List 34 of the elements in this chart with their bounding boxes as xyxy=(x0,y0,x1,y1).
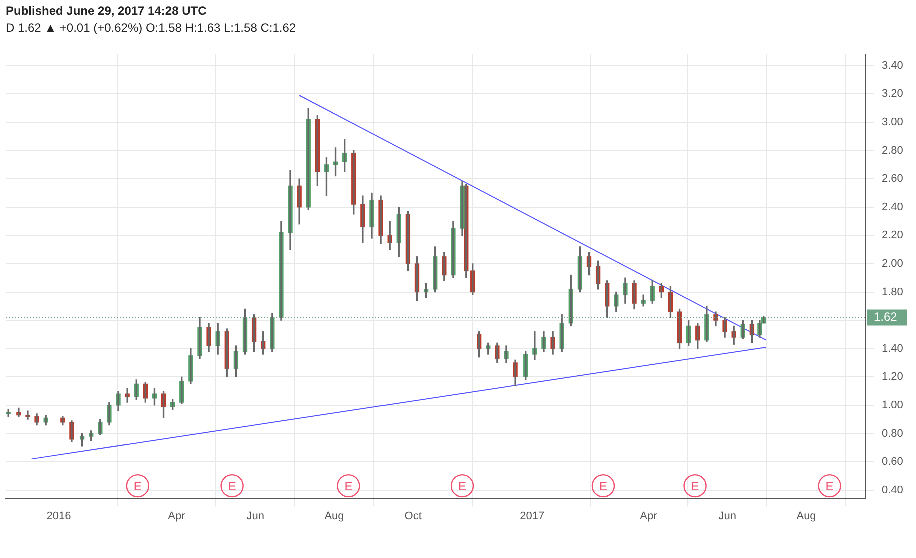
x-tick-label: Apr xyxy=(640,510,658,522)
y-tick-label: 1.00 xyxy=(882,399,904,412)
chart-subtitle: D 1.62 ▲ +0.01 (+0.62%) O:1.58 H:1.63 L:1.58 C:1.62 xyxy=(6,20,298,37)
y-tick-label: 1.20 xyxy=(882,371,904,384)
y-tick-label: 0.80 xyxy=(882,428,904,440)
annotation: E xyxy=(458,479,467,494)
x-tick-label: 2017 xyxy=(520,510,545,522)
x-tick-label: Aug xyxy=(324,510,344,522)
y-tick-label: 0.40 xyxy=(882,484,904,496)
x-tick-label: Jun xyxy=(718,510,736,522)
annotation: E xyxy=(134,479,142,494)
y-tick-label: 2.60 xyxy=(882,173,904,186)
annotation: E xyxy=(599,479,608,494)
annotation: E xyxy=(691,479,700,494)
x-tick-label: Jun xyxy=(246,510,264,522)
x-tick-label: 2016 xyxy=(46,510,72,522)
y-tick-label: 1.40 xyxy=(882,342,904,355)
ref-line-label: 1.62 xyxy=(874,310,898,324)
annotation: E xyxy=(344,479,353,494)
x-tick-label: Apr xyxy=(168,510,186,522)
y-tick-label: 2.00 xyxy=(882,258,904,270)
y-tick-label: 1.80 xyxy=(882,286,904,298)
y-tick-label: 2.80 xyxy=(882,144,904,157)
annotation: E xyxy=(826,479,834,494)
text: Published June 29, 2017 14:28 UTC xyxy=(6,3,208,20)
y-tick-label: 2.20 xyxy=(882,230,904,242)
x-tick-label: Aug xyxy=(796,510,816,522)
y-tick-label: 0.60 xyxy=(882,456,904,468)
y-tick-label: 3.00 xyxy=(882,116,904,129)
y-tick-label: 2.40 xyxy=(882,201,904,214)
y-tick-label: 3.20 xyxy=(882,88,904,100)
x-tick-label: Oct xyxy=(404,510,422,522)
y-tick-label: 3.40 xyxy=(882,60,904,72)
annotation: E xyxy=(228,479,236,494)
